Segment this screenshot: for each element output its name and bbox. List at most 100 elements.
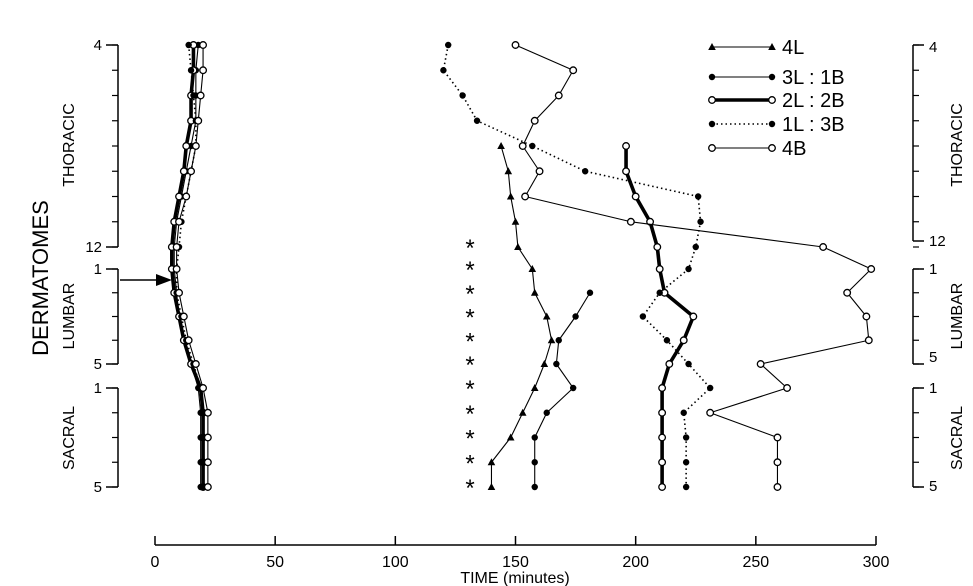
x-tick-label: 0 <box>151 554 160 571</box>
left-label-thoracic-end: 12 <box>85 239 102 256</box>
series-4-regression-point <box>521 192 530 201</box>
significance-star: * <box>465 352 474 379</box>
legend-swatch-marker <box>708 73 716 81</box>
series-3-regression-point <box>697 218 704 225</box>
series-3-regression-point <box>706 384 714 392</box>
series-1-regression-point <box>586 289 594 296</box>
series-4-regression-point <box>511 41 520 49</box>
right-segment-label-thoracic: THORACIC <box>949 103 966 187</box>
series-2-regression-point <box>679 336 688 345</box>
series-4-onset-point <box>182 192 191 201</box>
series-4-onset-point <box>203 483 212 491</box>
series-0-regression-point <box>506 192 515 200</box>
series-4 <box>172 41 876 491</box>
series-4-onset-point <box>203 458 212 467</box>
series-0-regression-point <box>518 408 527 416</box>
series-3-regression-point <box>685 360 692 368</box>
series-3-regression-point <box>473 117 481 124</box>
series-2-regression-point <box>658 408 667 417</box>
series-1-regression-line <box>534 292 591 487</box>
series-3-regression-point <box>682 459 690 466</box>
x-tick-label: 250 <box>742 554 769 571</box>
legend-item: 1L : 3B <box>708 114 845 136</box>
series-2-onset-point <box>175 192 183 201</box>
right-segment-label-sacral: SACRAL <box>949 406 966 470</box>
legend-label: 4B <box>782 138 806 160</box>
series-2-regression-point <box>622 167 631 176</box>
series-2-regression-point <box>658 483 667 491</box>
series-4-onset-point <box>199 384 208 392</box>
series-3-regression-point <box>639 313 647 320</box>
series-2-regression-point <box>658 433 667 442</box>
series-0-regression-point <box>497 142 505 149</box>
significance-star: * <box>465 450 474 477</box>
series-0-regression-point <box>540 360 549 367</box>
series-0-regression-point <box>530 384 539 391</box>
series-0-regression-point <box>511 217 520 225</box>
series-2-regression-point <box>665 360 674 368</box>
series-3-regression-point <box>656 289 663 296</box>
legend-label: 1L : 3B <box>782 114 845 136</box>
series-0-regression-point <box>530 288 539 296</box>
significance-star: * <box>465 281 474 308</box>
series-0-regression-point <box>487 483 496 490</box>
legend-item: 4B <box>708 138 806 160</box>
legend-swatch-marker <box>708 96 716 104</box>
series-3-regression-point <box>445 41 452 49</box>
y-axis-title: DERMATOMES <box>28 200 53 356</box>
plot-area <box>167 41 876 491</box>
series-4-onset-point <box>203 433 212 442</box>
series-3-regression-line <box>442 44 711 487</box>
series-3-regression-point <box>680 409 687 416</box>
left-label-sacral-start: 1 <box>94 380 102 397</box>
series-1-regression-point <box>553 360 560 368</box>
significance-star: * <box>465 328 474 355</box>
left-label-lumbar-end: 5 <box>94 356 102 373</box>
series-3 <box>173 41 714 491</box>
right-label-sacral-start: 1 <box>929 380 937 397</box>
series-4-onset-point <box>187 167 195 176</box>
significance-star: * <box>465 376 474 403</box>
legend-item: 4L <box>708 37 804 59</box>
legend-label: 4L <box>782 37 804 59</box>
legend-swatch-marker <box>768 73 776 81</box>
x-tick-label: 300 <box>863 554 890 571</box>
right-segment-label-lumbar: LUMBAR <box>949 283 966 350</box>
series-3-regression-point <box>440 67 447 74</box>
right-bracket-thoracic <box>912 44 924 242</box>
series-3-regression-point <box>663 337 671 344</box>
significance-star: * <box>465 305 474 332</box>
series-4-onset-point <box>175 217 183 226</box>
series-3-regression-point <box>682 483 690 491</box>
right-label-sacral-end: 5 <box>929 478 937 495</box>
series-1-regression-point <box>569 384 577 392</box>
series-1-regression-point <box>531 483 538 491</box>
series-2-regression-point <box>655 265 664 273</box>
series-4-regression-point <box>843 288 852 297</box>
left-segment-label-thoracic: THORACIC <box>61 103 78 187</box>
series-4-regression-point <box>756 360 765 368</box>
series-3-regression-point <box>692 243 699 251</box>
series-3-regression-point <box>459 92 466 99</box>
series-4-onset-point <box>175 288 183 297</box>
x-ticks: 0 50 100 150 200 250 300 <box>151 536 890 571</box>
legend-swatch-marker <box>768 43 776 50</box>
legend-swatch-marker <box>768 144 776 152</box>
x-axis-title: TIME (minutes) <box>460 570 569 586</box>
series-4-onset-point <box>191 360 200 368</box>
left-segment-label-sacral: SACRAL <box>61 406 78 470</box>
legend-swatch-marker <box>768 96 776 104</box>
series-4-regression-point <box>783 384 792 392</box>
significance-star: * <box>465 257 474 284</box>
left-segment-label-lumbar: LUMBAR <box>61 283 78 350</box>
series-1-regression-point <box>531 434 538 441</box>
series-4-onset-point <box>199 41 208 49</box>
series-4-onset-point <box>199 66 208 75</box>
series-2-regression-point <box>646 217 655 226</box>
legend-swatch-marker <box>708 120 716 128</box>
series-4-onset-point <box>172 243 181 251</box>
series-3-regression-point <box>685 265 692 273</box>
series-1-regression-point <box>531 459 538 466</box>
significance-star: * <box>465 401 474 428</box>
